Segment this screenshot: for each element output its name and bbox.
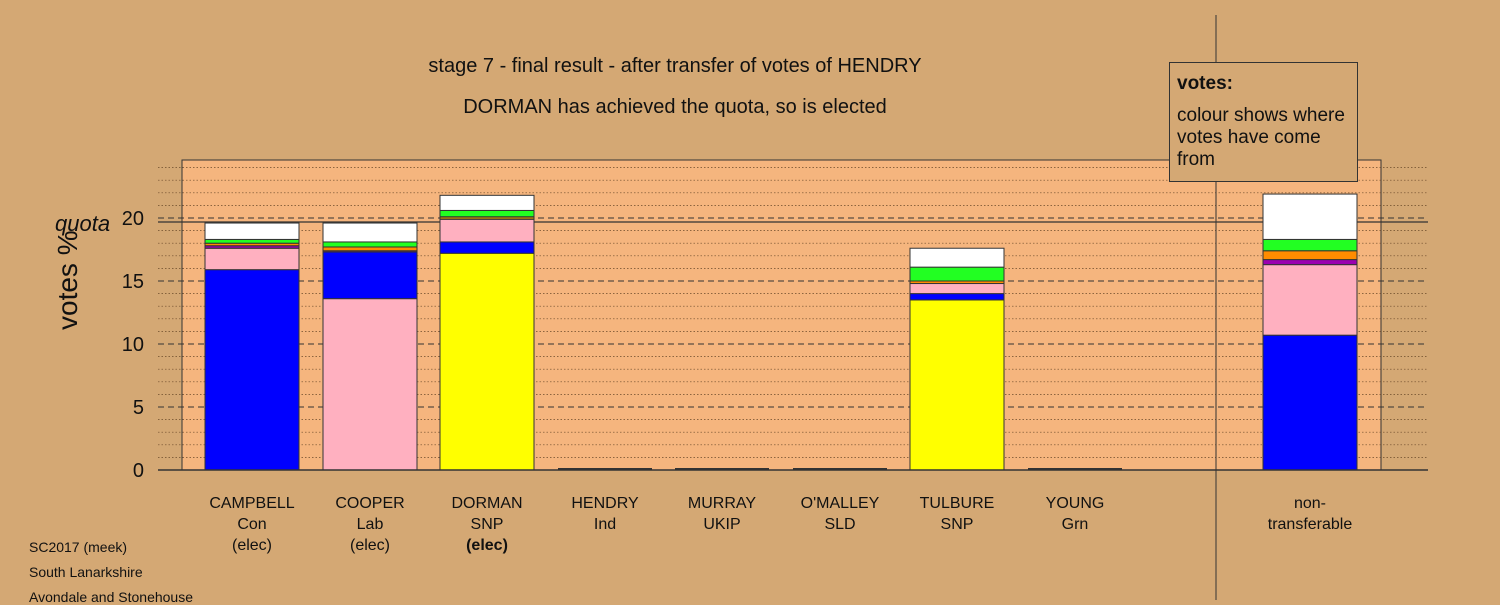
footer-line-3: Avondale and Stonehouse [29, 589, 193, 605]
bars [204, 193, 1358, 471]
bar-segment-Con [204, 269, 300, 471]
bar-segment-Lab [439, 218, 535, 243]
bar-segment-Con [1262, 334, 1358, 471]
bar-segment-Con [322, 251, 418, 300]
bar-segment-Grn [909, 266, 1005, 282]
bar-stack-1 [204, 222, 300, 471]
bar-stack-2 [322, 222, 418, 471]
chart-subtitle: DORMAN has achieved the quota, so is ele… [463, 96, 887, 118]
x-label-6: O'MALLEY SLD [801, 495, 880, 533]
x-label-4: HENDRY Ind [571, 495, 639, 533]
x-tick-label: YOUNG [1046, 495, 1105, 512]
x-tick-label: transferable [1268, 516, 1353, 533]
bar-segment-Lab [204, 247, 300, 271]
x-tick-label: SNP [471, 516, 504, 533]
bar-segment-UKIP [1262, 259, 1358, 266]
x-label-2: COOPER Lab (elec) [335, 495, 404, 554]
bar-segment-Grn [1262, 238, 1358, 252]
bar-segment-Con [439, 241, 535, 254]
x-tick-label: HENDRY [571, 495, 639, 512]
bar-segment-SLD [322, 246, 418, 252]
x-tick-label: SNP [941, 516, 974, 533]
y-tick-label: 0 [133, 460, 144, 482]
legend-body: colour shows where votes have come from [1177, 105, 1345, 170]
bar-segment-Grn [322, 241, 418, 248]
bar-segment-Lab [909, 283, 1005, 295]
x-tick-label: non- [1294, 495, 1326, 512]
x-tick-label: DORMAN [451, 495, 522, 512]
bar-segment-Lab [1262, 264, 1358, 336]
chart-title: stage 7 - final result - after transfer … [428, 55, 922, 77]
x-axis-labels: CAMPBELL Con (elec) COOPER Lab (elec) DORMAN SN… [209, 495, 1352, 554]
x-tick-label: Ind [594, 516, 616, 533]
x-label-5: MURRAY UKIP [688, 495, 756, 533]
bar-segment-nontransferable [909, 247, 1005, 268]
x-tick-label: Lab [357, 516, 384, 533]
x-label-7: TULBURE SNP [920, 495, 995, 533]
y-tick-label: 20 [122, 208, 144, 230]
bar-segment-Lab [322, 298, 418, 471]
bar-segment-Grn [204, 238, 300, 244]
bar-stack-9 [1262, 193, 1358, 471]
x-label-3: DORMAN SNP (elec) [451, 495, 522, 554]
bar-stack-3 [439, 194, 535, 471]
x-tick-label: TULBURE [920, 495, 995, 512]
footer-line-1: SC2017 (meek) [29, 539, 128, 555]
x-tick-label: SLD [824, 516, 855, 533]
bar-segment-nontransferable [1262, 193, 1358, 240]
legend-title: votes: [1177, 73, 1233, 94]
y-axis-label: votes % [52, 230, 83, 330]
footer-line-2: South Lanarkshire [29, 564, 143, 580]
y-tick-label: 5 [133, 397, 144, 419]
x-label-8: YOUNG Grn [1046, 495, 1105, 533]
y-tick-label: 10 [122, 334, 144, 356]
quota-label: quota [55, 211, 111, 236]
bar-segment-SNP [439, 252, 535, 471]
x-tick-label: (elec) [350, 537, 390, 554]
bar-segment-Con [909, 293, 1005, 301]
bar-segment-nontransferable [204, 222, 300, 240]
bar-segment-nontransferable [322, 222, 418, 243]
x-tick-label: UKIP [703, 516, 740, 533]
bar-segment-SLD [1262, 250, 1358, 261]
x-tick-label: Con [237, 516, 266, 533]
x-label-1: CAMPBELL Con (elec) [209, 495, 294, 554]
bar-segment-SNP [909, 299, 1005, 471]
x-tick-label: Grn [1062, 516, 1089, 533]
bar-segment-nontransferable [439, 194, 535, 211]
y-tick-label: 15 [122, 271, 144, 293]
bar-segment-Grn [439, 209, 535, 218]
x-tick-label: MURRAY [688, 495, 756, 512]
x-tick-label: COOPER [335, 495, 404, 512]
x-tick-label: CAMPBELL [209, 495, 294, 512]
y-axis: 0 5 10 15 20 [122, 208, 1428, 482]
x-tick-label: (elec) [232, 537, 272, 554]
legend: votes: colour shows where votes have com… [1169, 62, 1358, 182]
x-tick-label: O'MALLEY [801, 495, 880, 512]
x-tick-label: (elec) [466, 537, 508, 554]
bar-stack-7 [909, 247, 1005, 471]
x-label-9: non-transferable [1268, 495, 1353, 533]
